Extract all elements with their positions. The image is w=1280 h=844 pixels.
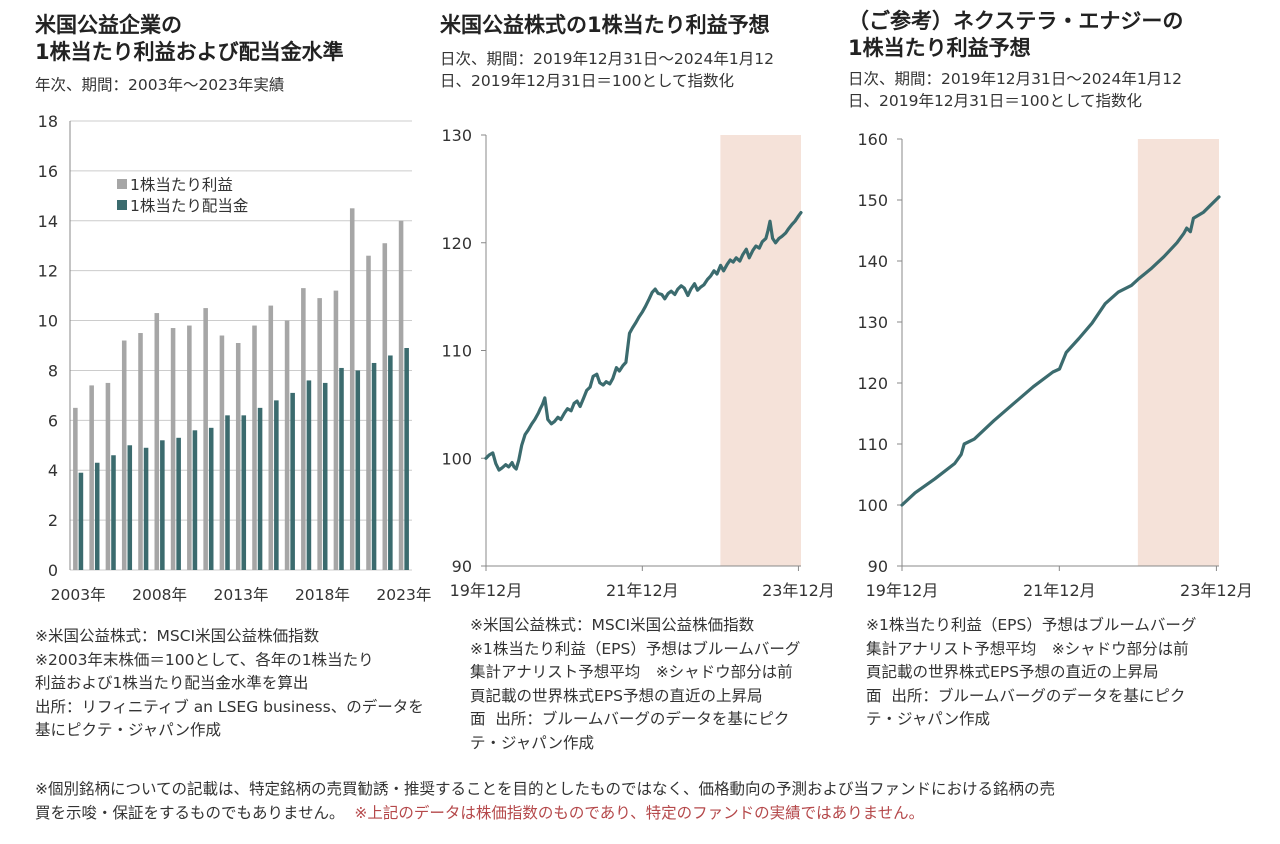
dividend-bar (143, 447, 149, 570)
y-tick-label: 110 (857, 435, 888, 454)
x-tick-label: 2003年 (51, 586, 106, 604)
y-tick-label: 140 (857, 252, 888, 271)
chart1-subtitle: 年次、期間：2003年～2023年実績 (35, 76, 285, 94)
chart1-note: ※米国公益株式：MSCI米国公益株価指数 ※2003年末株価＝100として、各年… (35, 627, 424, 739)
x-tick-label: 2013年 (214, 586, 269, 604)
y-tick-label: 120 (441, 234, 472, 253)
eps-bar (284, 320, 290, 570)
y-tick-label: 110 (441, 342, 472, 361)
eps-bar (252, 325, 257, 570)
y-tick-label: 12 (38, 262, 58, 281)
dividend-bar (208, 427, 214, 570)
chart3-note: ※1株当たり利益（EPS）予想はブルームバーグ 集計アナリスト予想平均 ※シャド… (866, 616, 1197, 728)
y-tick-label: 8 (48, 361, 58, 380)
y-tick-label: 2 (48, 511, 58, 530)
dividend-bar (78, 472, 84, 570)
legend-label-eps: 1株当たり利益 (130, 176, 233, 194)
eps-bar (187, 325, 192, 570)
legend-label-dividend: 1株当たり配当金 (130, 197, 249, 215)
chart2-note: ※米国公益株式：MSCI米国公益株価指数 ※1株当たり利益（EPS）予想はブルー… (470, 616, 801, 752)
y-tick-label: 90 (452, 557, 472, 576)
eps-bar (105, 382, 111, 570)
eps-bar (170, 328, 176, 570)
x-tick-label: 19年12月 (450, 581, 523, 600)
x-tick-label: 2008年 (132, 586, 187, 604)
eps-bar (398, 220, 404, 570)
y-tick-label: 120 (857, 374, 888, 393)
eps-bar (301, 288, 306, 570)
y-tick-label: 4 (48, 461, 58, 480)
dividend-bar (192, 430, 198, 570)
dividend-bar (339, 367, 344, 570)
chart2-title: 米国公益株式の1株当たり利益予想 (440, 13, 770, 37)
dividend-bar (160, 440, 165, 570)
x-tick-label: 19年12月 (866, 581, 939, 600)
x-tick-label: 21年12月 (1023, 581, 1096, 600)
eps-bar (219, 335, 225, 570)
y-tick-label: 14 (38, 212, 58, 231)
disclaimer-text: ※個別銘柄についての記載は、特定銘柄の売買勧誘・推奨することを目的としたものでは… (35, 780, 1056, 822)
x-tick-label: 23年12月 (1180, 581, 1253, 600)
dividend-bar (388, 355, 393, 570)
y-tick-label: 10 (38, 312, 58, 331)
x-tick-label: 2018年 (295, 586, 350, 604)
chart3-title: （ご参考）ネクステラ・エナジーの 1株当たり利益予想 (848, 9, 1184, 60)
eps-bar (138, 333, 143, 570)
eps-forecast-line-3 (900, 195, 1221, 507)
y-tick-label: 100 (441, 449, 472, 468)
legend-swatch-dividend (117, 200, 127, 210)
shaded-region (1137, 139, 1219, 566)
dividend-bar (371, 362, 377, 570)
shaded-region (720, 135, 801, 566)
eps-bar (73, 407, 78, 570)
eps-bar (366, 255, 371, 570)
y-tick-label: 0 (48, 561, 58, 580)
x-tick-label: 21年12月 (606, 581, 679, 600)
y-tick-label: 90 (868, 557, 888, 576)
eps-bar (203, 308, 208, 570)
dividend-bar (111, 455, 116, 570)
dividend-bar (290, 392, 295, 570)
chart3-subtitle: 日次、期間：2019年12月31日～2024年1月12 日、2019年12月31… (848, 70, 1182, 110)
y-tick-label: 6 (48, 411, 58, 430)
y-tick-label: 160 (857, 130, 888, 149)
x-tick-label: 23年12月 (762, 581, 835, 600)
chart2-subtitle: 日次、期間：2019年12月31日～2024年1月12 日、2019年12月31… (440, 50, 774, 90)
eps-bar (382, 243, 388, 570)
chart1-title: 米国公益企業の 1株当たり利益および配当金水準 (35, 13, 344, 64)
disclaimer-footer: ※個別銘柄についての記載は、特定銘柄の売買勧誘・推奨することを目的としたものでは… (35, 777, 1055, 825)
dividend-bar (127, 445, 133, 570)
eps-forecast-line-2 (484, 211, 803, 472)
eps-bar (333, 290, 339, 570)
eps-bar (121, 340, 127, 570)
y-tick-label: 130 (441, 126, 472, 145)
y-tick-label: 100 (857, 496, 888, 515)
dividend-bar (274, 400, 279, 570)
legend-swatch-eps (117, 179, 127, 189)
dividend-bar (355, 370, 361, 570)
dividend-bar (306, 380, 312, 570)
disclaimer-red-text: ※上記のデータは株価指数のものであり、特定のファンドの実績ではありません。 (344, 804, 925, 822)
eps-bar (235, 343, 241, 570)
dividend-bar (225, 415, 230, 570)
dividend-bar (257, 407, 263, 570)
dividend-bar (176, 437, 181, 570)
y-tick-label: 130 (857, 313, 888, 332)
eps-bar (154, 313, 160, 570)
dividend-bar (404, 347, 409, 570)
y-tick-label: 18 (38, 112, 58, 131)
y-tick-label: 150 (857, 191, 888, 210)
eps-bar (317, 298, 322, 570)
eps-bar (268, 305, 274, 570)
x-tick-label: 2023年 (376, 586, 431, 604)
eps-bar (89, 385, 94, 570)
dividend-bar (94, 462, 100, 570)
eps-bar (349, 208, 355, 571)
dividend-bar (322, 382, 328, 570)
dividend-bar (241, 415, 247, 570)
y-tick-label: 16 (38, 162, 58, 181)
